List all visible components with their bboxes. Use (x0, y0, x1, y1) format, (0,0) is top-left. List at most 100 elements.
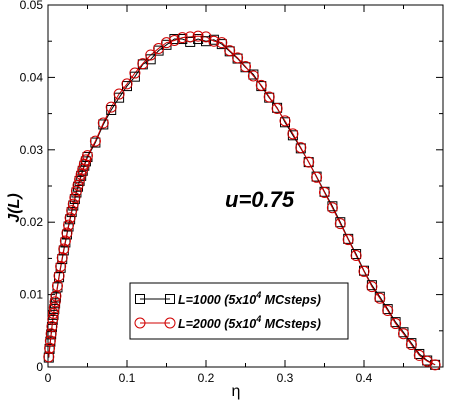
series-2-point (413, 349, 425, 361)
series-2-point (97, 117, 109, 129)
series-2-point (303, 156, 315, 168)
x-tick-label: 0.2 (198, 371, 215, 385)
legend-items: L=1000 (5x104 MCsteps) L=2000 (5x104 MCst… (134, 290, 321, 331)
x-tick-label: 0.1 (119, 371, 136, 385)
series-2-point (405, 339, 417, 351)
series-2-point (279, 115, 291, 127)
series-2-point (232, 52, 244, 64)
series-2-point (208, 35, 220, 47)
series-2-point (70, 185, 82, 197)
series-2-point (216, 37, 228, 49)
series-2-point (47, 313, 59, 325)
series-2-point (113, 88, 125, 100)
legend-marker-left (135, 294, 145, 304)
series-2-point (224, 45, 236, 57)
legend-marker-left (134, 317, 146, 329)
series-2-point (326, 202, 338, 214)
series-2-point (72, 179, 84, 191)
series-1-point (145, 54, 156, 65)
series-2-point (161, 37, 172, 49)
series-2-point (44, 342, 56, 354)
y-axis-label: J(L) (6, 193, 23, 222)
series-2-point (48, 302, 60, 314)
series-2-point (192, 30, 204, 42)
series-2-point (429, 359, 441, 371)
series-2-point (390, 318, 402, 330)
series-1-point (185, 36, 196, 47)
y-tick-label: 0.01 (20, 288, 44, 302)
y-tick-label: 0.05 (20, 0, 44, 12)
series-2-point (55, 260, 67, 272)
series-2-point (75, 168, 87, 180)
series-2-point (247, 70, 259, 82)
series-1-point (129, 71, 140, 82)
legend-box (129, 282, 349, 340)
legend-marker-right (165, 294, 175, 304)
x-tick-label: 0 (45, 371, 52, 385)
series-2-point (43, 351, 55, 363)
series-2-point (48, 307, 60, 319)
y-axis-ticks: 0 0.01 0.02 0.03 0.04 0.05 (20, 0, 443, 374)
series-2-point (382, 305, 394, 317)
annotation-label: u=0.75 (225, 187, 295, 212)
series-2-point (263, 91, 275, 103)
series-2-point (63, 219, 75, 231)
series-2-point (255, 79, 267, 91)
series-markers (43, 30, 441, 371)
x-tick-label: 0.3 (277, 371, 294, 385)
series-2-point (44, 335, 56, 347)
series-2-point (45, 328, 57, 340)
legend-marker-right (164, 317, 176, 329)
series-2-point (358, 265, 370, 277)
series-2-point (240, 61, 251, 73)
series-2-point (145, 49, 157, 61)
series-2-point (295, 142, 307, 154)
series-2-point (121, 78, 133, 90)
series-2-point (46, 320, 58, 332)
series-2-point (80, 154, 92, 166)
series-2-point (176, 32, 188, 44)
series-2-point (319, 187, 330, 199)
series-2-point (58, 243, 70, 255)
series-2-point (350, 250, 362, 262)
series-2-point (49, 296, 61, 308)
x-axis-ticks: 0 0.1 0.2 0.3 0.4 (45, 5, 404, 385)
series-2-point (168, 34, 180, 46)
series-2-point (56, 252, 68, 264)
series-2-point (74, 173, 86, 185)
series-2-point (67, 198, 79, 210)
series-2-point (184, 31, 196, 43)
series-2-point (374, 292, 386, 304)
series-2-point (105, 101, 117, 113)
series-2-point (64, 212, 76, 224)
series-2-point (366, 281, 378, 293)
series-2-point (66, 205, 78, 217)
series-2-line (48, 35, 436, 366)
series-2-point (398, 328, 409, 340)
series-2-point (59, 235, 71, 247)
series-2-point (271, 103, 283, 115)
series-1-point (201, 36, 211, 47)
series-2-point (311, 171, 323, 183)
y-tick-label: 0 (36, 360, 43, 374)
series-2-point (287, 128, 299, 140)
series-2-point (69, 192, 81, 204)
series-2-point (61, 227, 73, 239)
legend: L=1000 (5x104 MCsteps) L=2000 (5x104 MCst… (129, 282, 349, 340)
series-2-point (153, 42, 165, 54)
series-2-point (137, 58, 149, 70)
series-2-point (89, 135, 101, 147)
series-1-point (114, 92, 125, 103)
legend-label: L=1000 (5x104 MCsteps) (178, 290, 321, 307)
legend-label: L=2000 (5x104 MCsteps) (178, 314, 321, 331)
y-tick-label: 0.02 (20, 215, 44, 229)
series-lines (48, 35, 436, 366)
series-2-point (82, 150, 93, 162)
x-tick-label: 0.4 (356, 371, 373, 385)
series-2-point (334, 218, 346, 230)
y-tick-label: 0.04 (20, 70, 44, 84)
x-axis-label: η (232, 383, 241, 400)
series-2-point (129, 67, 141, 79)
series-2-point (342, 234, 354, 246)
